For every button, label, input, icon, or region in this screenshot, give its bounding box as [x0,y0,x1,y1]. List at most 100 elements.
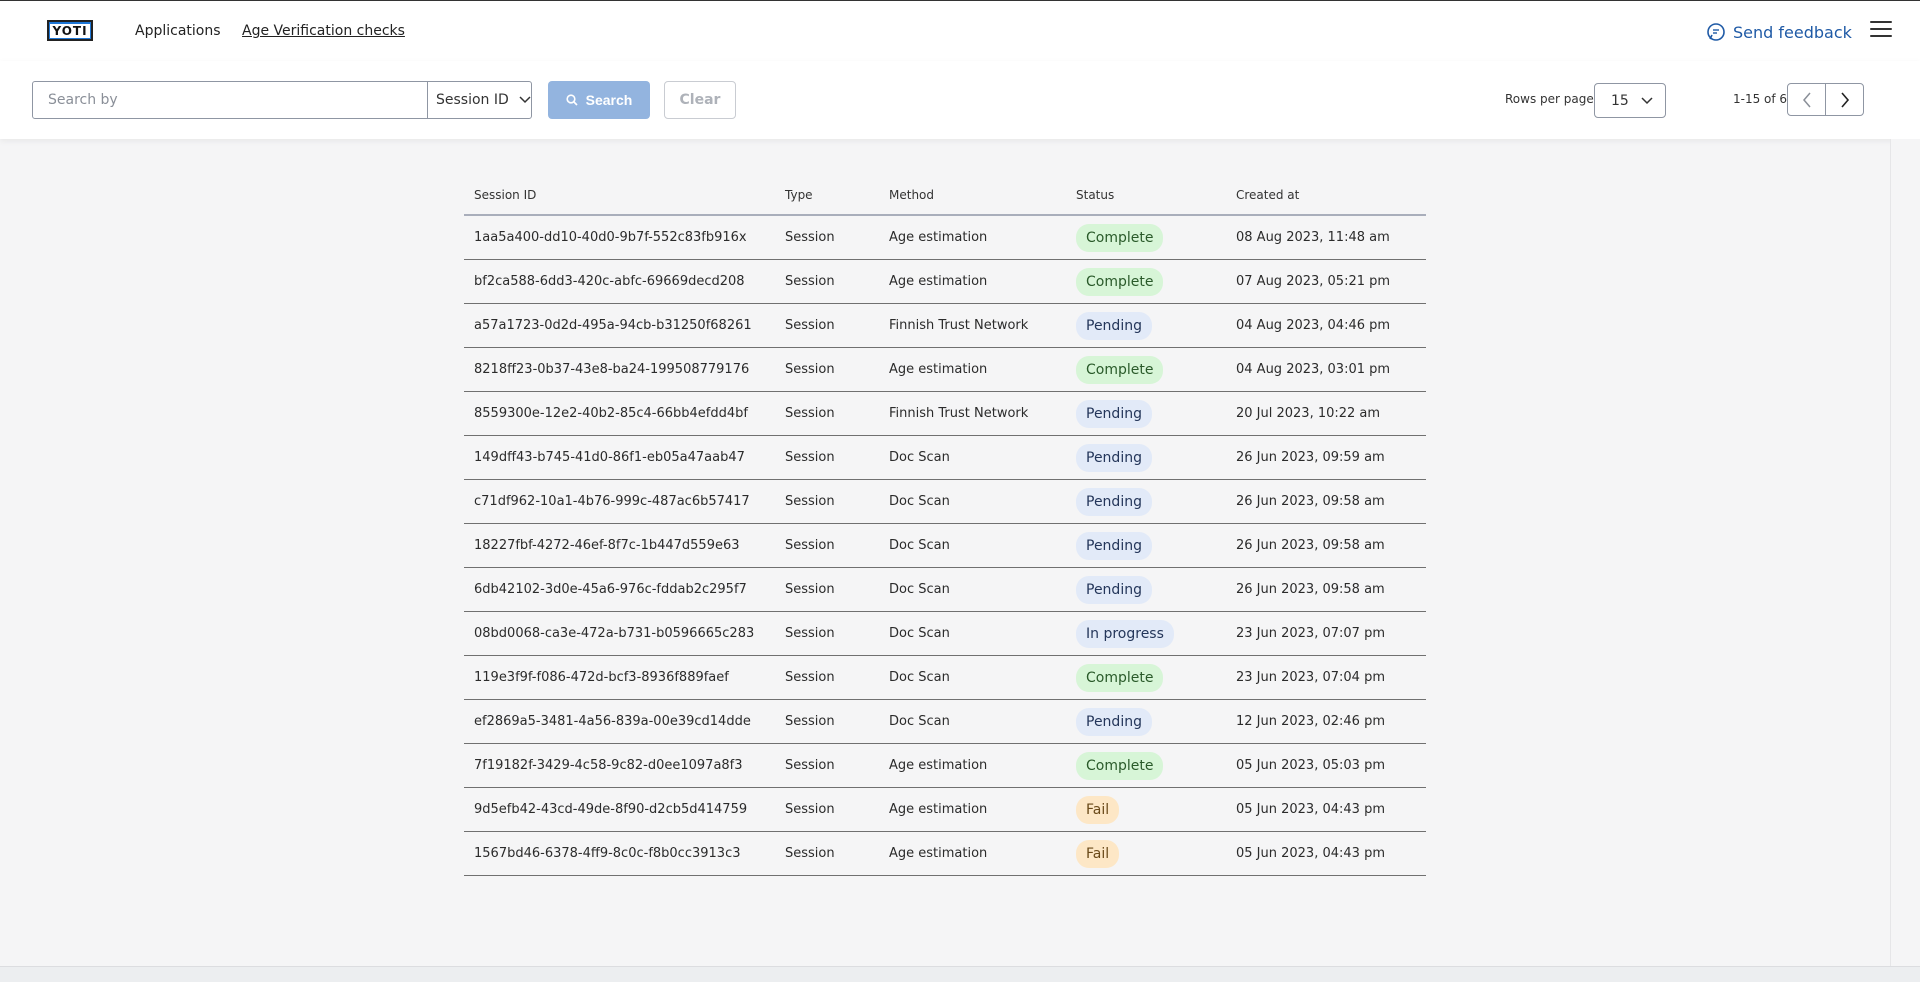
status-cell: Fail [1066,831,1226,876]
created-at-cell: 23 Jun 2023, 07:07 pm [1226,611,1426,656]
method-cell: Age estimation [879,215,1066,260]
status-badge: Complete [1076,223,1164,252]
status-cell: Pending [1066,391,1226,436]
nav-link-applications[interactable]: Applications [135,23,221,39]
session-id-cell: ef2869a5-3481-4a56-839a-00e39cd14dde [464,699,775,744]
created-at-cell: 26 Jun 2023, 09:58 am [1226,479,1426,524]
type-cell: Session [775,215,879,260]
method-cell: Age estimation [879,743,1066,788]
rows-per-page-select[interactable]: 15 [1594,83,1666,118]
filter-bar: Session ID Search Clear Rows per page 15… [0,61,1920,139]
created-at-cell: 07 Aug 2023, 05:21 pm [1226,259,1426,304]
search-input[interactable] [33,82,428,118]
table-row[interactable]: 7f19182f-3429-4c58-9c82-d0ee1097a8f3 Sess… [464,743,1426,788]
method-cell: Age estimation [879,259,1066,304]
status-cell: Complete [1066,655,1226,700]
table-header-row: Session ID Type Method Status Created at [464,176,1426,216]
status-badge: Pending [1076,311,1152,340]
created-at-cell: 20 Jul 2023, 10:22 am [1226,391,1426,436]
table-row[interactable]: 8559300e-12e2-40b2-85c4-66bb4efdd4bf Sess… [464,391,1426,436]
status-cell: Complete [1066,347,1226,392]
method-cell: Finnish Trust Network [879,391,1066,436]
status-badge: Fail [1076,795,1120,824]
type-cell: Session [775,611,879,656]
session-id-cell: 08bd0068-ca3e-472a-b731-b0596665c283 [464,611,775,656]
table-row[interactable]: 18227fbf-4272-46ef-8f7c-1b447d559e63 Sess… [464,523,1426,568]
method-cell: Age estimation [879,347,1066,392]
status-cell: Pending [1066,303,1226,348]
method-cell: Doc Scan [879,435,1066,480]
status-badge: Pending [1076,487,1152,516]
status-badge: Pending [1076,531,1152,560]
vertical-scrollbar[interactable] [1890,139,1920,967]
next-page-button[interactable] [1825,83,1864,116]
top-navigation: YOTI Applications Age Verification check… [0,0,1920,61]
nav-link-age-verification[interactable]: Age Verification checks [242,23,405,39]
column-header-type[interactable]: Type [775,176,879,216]
rows-per-page-value: 15 [1611,92,1629,109]
table-row[interactable]: ef2869a5-3481-4a56-839a-00e39cd14dde Sess… [464,699,1426,744]
chevron-down-icon [519,96,531,104]
type-cell: Session [775,567,879,612]
session-id-cell: 7f19182f-3429-4c58-9c82-d0ee1097a8f3 [464,743,775,788]
table-row[interactable]: c71df962-10a1-4b76-999c-487ac6b57417 Sess… [464,479,1426,524]
created-at-cell: 08 Aug 2023, 11:48 am [1226,215,1426,260]
status-badge: Pending [1076,443,1152,472]
chevron-left-icon [1802,92,1811,107]
table-row[interactable]: 1567bd46-6378-4ff9-8c0c-f8b0cc3913c3 Sess… [464,831,1426,876]
column-header-status[interactable]: Status [1066,176,1226,216]
table-row[interactable]: 1aa5a400-dd10-40d0-9b7f-552c83fb916x Sess… [464,215,1426,260]
yoti-logo[interactable]: YOTI [47,20,93,41]
column-header-created-at[interactable]: Created at [1226,176,1426,216]
type-cell: Session [775,699,879,744]
rows-per-page-label: Rows per page [1505,92,1594,106]
table-row[interactable]: bf2ca588-6dd3-420c-abfc-69669decd208 Sess… [464,259,1426,304]
created-at-cell: 04 Aug 2023, 04:46 pm [1226,303,1426,348]
sessions-table-container: Session ID Type Method Status Created at… [464,176,1426,876]
search-icon [566,94,578,106]
created-at-cell: 26 Jun 2023, 09:58 am [1226,523,1426,568]
table-row[interactable]: 6db42102-3d0e-45a6-976c-fddab2c295f7 Sess… [464,567,1426,612]
session-id-cell: 8218ff23-0b37-43e8-ba24-199508779176 [464,347,775,392]
type-cell: Session [775,831,879,876]
status-cell: Pending [1066,435,1226,480]
method-cell: Doc Scan [879,611,1066,656]
table-row[interactable]: 119e3f9f-f086-472d-bcf3-8936f889faef Sess… [464,655,1426,700]
send-feedback-button[interactable]: Send feedback [1706,21,1852,43]
session-id-cell: bf2ca588-6dd3-420c-abfc-69669decd208 [464,259,775,304]
status-cell: Complete [1066,259,1226,304]
status-cell: Pending [1066,479,1226,524]
table-row[interactable]: a57a1723-0d2d-495a-94cb-b31250f68261 Sess… [464,303,1426,348]
session-id-cell: 9d5efb42-43cd-49de-8f90-d2cb5d414759 [464,787,775,832]
created-at-cell: 05 Jun 2023, 04:43 pm [1226,831,1426,876]
table-row[interactable]: 9d5efb42-43cd-49de-8f90-d2cb5d414759 Sess… [464,787,1426,832]
horizontal-scrollbar[interactable] [0,966,1920,982]
chat-bubble-icon [1707,23,1725,41]
send-feedback-label: Send feedback [1733,22,1852,42]
session-id-cell: 1aa5a400-dd10-40d0-9b7f-552c83fb916x [464,215,775,260]
search-button[interactable]: Search [548,81,650,119]
column-header-method[interactable]: Method [879,176,1066,216]
table-row[interactable]: 8218ff23-0b37-43e8-ba24-199508779176 Sess… [464,347,1426,392]
method-cell: Doc Scan [879,699,1066,744]
status-badge: In progress [1076,619,1174,648]
method-cell: Age estimation [879,831,1066,876]
table-row[interactable]: 149dff43-b745-41d0-86f1-eb05a47aab47 Sess… [464,435,1426,480]
clear-button[interactable]: Clear [664,81,736,119]
search-type-select[interactable]: Session ID [428,82,531,118]
type-cell: Session [775,655,879,700]
type-cell: Session [775,479,879,524]
status-badge: Complete [1076,355,1164,384]
created-at-cell: 05 Jun 2023, 05:03 pm [1226,743,1426,788]
column-header-session-id[interactable]: Session ID [464,176,775,216]
method-cell: Doc Scan [879,523,1066,568]
status-badge: Complete [1076,663,1164,692]
previous-page-button[interactable] [1787,83,1826,116]
table-row[interactable]: 08bd0068-ca3e-472a-b731-b0596665c283 Sess… [464,611,1426,656]
status-badge: Complete [1076,267,1164,296]
hamburger-menu-icon[interactable] [1870,21,1892,39]
created-at-cell: 23 Jun 2023, 07:04 pm [1226,655,1426,700]
session-id-cell: 6db42102-3d0e-45a6-976c-fddab2c295f7 [464,567,775,612]
session-id-cell: 149dff43-b745-41d0-86f1-eb05a47aab47 [464,435,775,480]
session-id-cell: 119e3f9f-f086-472d-bcf3-8936f889faef [464,655,775,700]
